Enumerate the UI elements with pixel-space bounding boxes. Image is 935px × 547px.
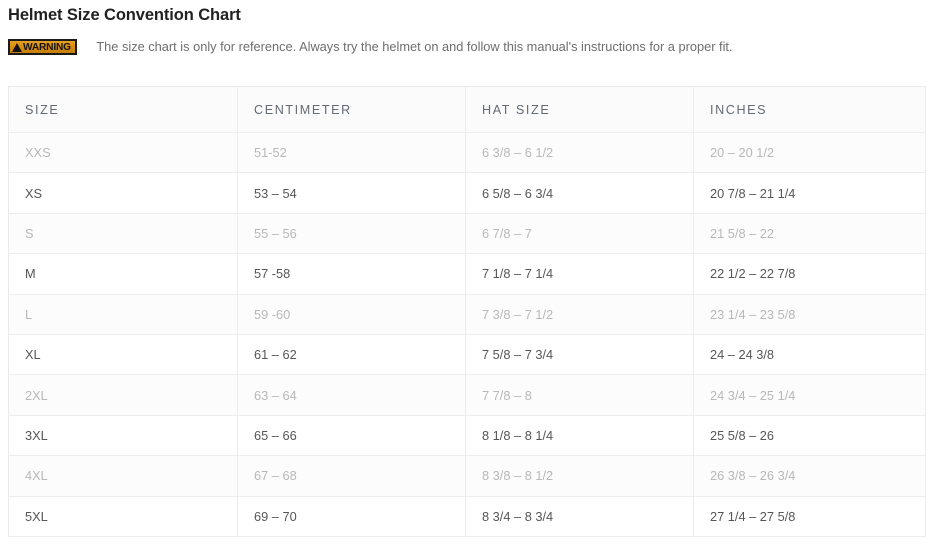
table-row: 5XL 69 – 70 8 3/4 – 8 3/4 27 1/4 – 27 5/… — [8, 496, 926, 537]
cell-size: 2XL — [8, 374, 238, 416]
cell-centimeter: 57 -58 — [237, 253, 466, 295]
column-header-inches: INCHES — [693, 86, 926, 133]
table-body: XXS 51-52 6 3/8 – 6 1/2 20 – 20 1/2 XS 5… — [8, 132, 926, 537]
cell-hat-size: 6 7/8 – 7 — [465, 213, 694, 255]
table-row: XXS 51-52 6 3/8 – 6 1/2 20 – 20 1/2 — [8, 132, 926, 174]
table-row: XS 53 – 54 6 5/8 – 6 3/4 20 7/8 – 21 1/4 — [8, 172, 926, 214]
cell-inches: 23 1/4 – 23 5/8 — [693, 294, 926, 335]
cell-size: XS — [8, 172, 238, 214]
cell-centimeter: 65 – 66 — [237, 415, 466, 457]
column-header-size: SIZE — [8, 86, 238, 133]
cell-hat-size: 7 7/8 – 8 — [465, 374, 694, 416]
cell-size: XXS — [8, 132, 238, 174]
cell-hat-size: 7 5/8 – 7 3/4 — [465, 334, 694, 376]
cell-inches: 20 7/8 – 21 1/4 — [693, 172, 926, 214]
cell-inches: 24 3/4 – 25 1/4 — [693, 374, 926, 416]
cell-hat-size: 7 3/8 – 7 1/2 — [465, 294, 694, 335]
table-row: L 59 -60 7 3/8 – 7 1/2 23 1/4 – 23 5/8 — [8, 294, 926, 335]
cell-centimeter: 61 – 62 — [237, 334, 466, 376]
cell-size: S — [8, 213, 238, 255]
cell-inches: 22 1/2 – 22 7/8 — [693, 253, 926, 295]
warning-triangle-icon — [12, 42, 22, 52]
cell-inches: 27 1/4 – 27 5/8 — [693, 496, 926, 537]
warning-message: The size chart is only for reference. Al… — [96, 39, 733, 54]
cell-inches: 20 – 20 1/2 — [693, 132, 926, 174]
cell-hat-size: 8 3/4 – 8 3/4 — [465, 496, 694, 537]
cell-centimeter: 55 – 56 — [237, 213, 466, 255]
cell-centimeter: 67 – 68 — [237, 455, 466, 497]
cell-centimeter: 53 – 54 — [237, 172, 466, 214]
cell-size: M — [8, 253, 238, 295]
cell-size: XL — [8, 334, 238, 376]
cell-hat-size: 6 5/8 – 6 3/4 — [465, 172, 694, 214]
table-row: 4XL 67 – 68 8 3/8 – 8 1/2 26 3/8 – 26 3/… — [8, 455, 926, 497]
cell-hat-size: 7 1/8 – 7 1/4 — [465, 253, 694, 295]
cell-inches: 26 3/8 – 26 3/4 — [693, 455, 926, 497]
column-header-hat-size: HAT SIZE — [465, 86, 694, 133]
warning-badge-label: WARNING — [23, 40, 71, 53]
cell-inches: 25 5/8 – 26 — [693, 415, 926, 457]
table-row: S 55 – 56 6 7/8 – 7 21 5/8 – 22 — [8, 213, 926, 255]
table-row: M 57 -58 7 1/8 – 7 1/4 22 1/2 – 22 7/8 — [8, 253, 926, 295]
cell-centimeter: 63 – 64 — [237, 374, 466, 416]
warning-badge: WARNING — [8, 39, 78, 55]
table-header: SIZE CENTIMETER HAT SIZE INCHES — [8, 86, 926, 133]
table-row: XL 61 – 62 7 5/8 – 7 3/4 24 – 24 3/8 — [8, 334, 926, 376]
cell-size: 3XL — [8, 415, 238, 457]
helmet-size-table: SIZE CENTIMETER HAT SIZE INCHES XXS 51-5… — [8, 86, 926, 537]
cell-centimeter: 51-52 — [237, 132, 466, 174]
column-header-centimeter: CENTIMETER — [237, 86, 466, 133]
cell-hat-size: 8 3/8 – 8 1/2 — [465, 455, 694, 497]
cell-size: L — [8, 294, 238, 335]
table-row: 2XL 63 – 64 7 7/8 – 8 24 3/4 – 25 1/4 — [8, 374, 926, 416]
table-header-row: SIZE CENTIMETER HAT SIZE INCHES — [8, 86, 926, 133]
cell-hat-size: 8 1/8 – 8 1/4 — [465, 415, 694, 457]
cell-inches: 24 – 24 3/8 — [693, 334, 926, 376]
table-row: 3XL 65 – 66 8 1/8 – 8 1/4 25 5/8 – 26 — [8, 415, 926, 457]
warning-notice: WARNING The size chart is only for refer… — [8, 37, 733, 57]
cell-centimeter: 69 – 70 — [237, 496, 466, 537]
cell-size: 5XL — [8, 496, 238, 537]
cell-centimeter: 59 -60 — [237, 294, 466, 335]
cell-hat-size: 6 3/8 – 6 1/2 — [465, 132, 694, 174]
page-title: Helmet Size Convention Chart — [8, 6, 241, 24]
cell-size: 4XL — [8, 455, 238, 497]
cell-inches: 21 5/8 – 22 — [693, 213, 926, 255]
